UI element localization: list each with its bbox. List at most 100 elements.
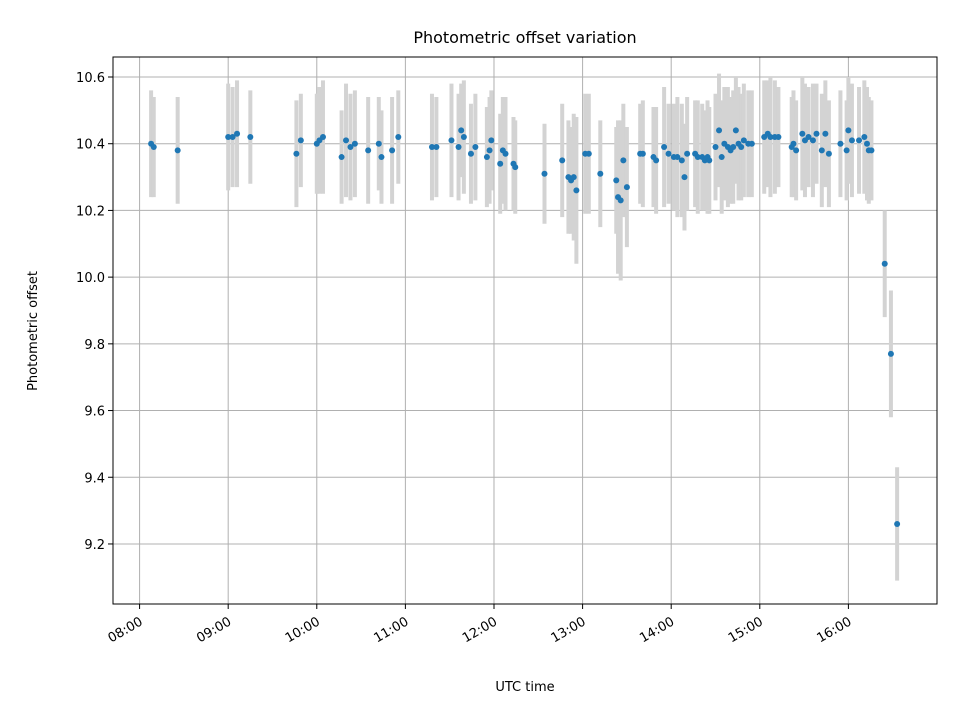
data-point — [799, 130, 806, 137]
data-point — [718, 154, 725, 161]
data-point — [613, 177, 620, 184]
data-point — [623, 184, 630, 191]
data-point — [460, 134, 467, 141]
x-tick-label: 11:00 — [371, 614, 411, 646]
data-point — [732, 127, 739, 134]
x-tick-label: 15:00 — [726, 614, 766, 646]
data-point — [716, 127, 723, 134]
data-point — [225, 134, 232, 141]
data-point — [681, 174, 688, 181]
x-axis-label: UTC time — [495, 680, 554, 695]
data-point — [894, 520, 901, 527]
data-point — [472, 144, 479, 151]
x-tick-label: 10:00 — [283, 614, 323, 646]
y-tick-label: 9.4 — [84, 471, 105, 486]
data-point — [661, 144, 668, 151]
x-tick-label: 09:00 — [194, 614, 234, 646]
data-point — [389, 147, 396, 154]
data-point — [738, 144, 745, 151]
data-point — [694, 154, 701, 161]
x-tick-label: 12:00 — [460, 614, 500, 646]
data-point — [488, 137, 495, 144]
data-point — [293, 150, 300, 157]
gridlines — [113, 57, 937, 604]
data-point — [868, 147, 875, 154]
data-point — [458, 127, 465, 134]
data-point — [748, 140, 755, 147]
data-point — [573, 187, 580, 194]
data-point — [375, 140, 382, 147]
data-point — [365, 147, 372, 154]
data-point — [319, 134, 326, 141]
data-point — [512, 164, 519, 171]
data-point — [665, 150, 672, 157]
data-point — [483, 154, 490, 161]
y-tick-label: 10.0 — [76, 271, 105, 286]
chart-title: Photometric offset variation — [413, 28, 636, 47]
data-point — [455, 144, 462, 151]
data-point — [597, 170, 604, 177]
data-point — [793, 147, 800, 154]
x-tick-label: 13:00 — [549, 614, 589, 646]
data-point — [570, 174, 577, 181]
data-points — [148, 127, 901, 527]
data-point — [297, 137, 304, 144]
error-bars — [149, 73, 900, 581]
data-point — [775, 134, 782, 141]
x-tick-label: 16:00 — [814, 614, 854, 646]
data-point — [150, 144, 157, 151]
data-point — [730, 144, 737, 151]
data-point — [541, 170, 548, 177]
x-axis-ticks: 08:00 09:00 10:00 11:00 12:00 13:00 14:00 15:00… — [106, 604, 854, 646]
data-point — [174, 147, 181, 154]
data-point — [848, 137, 855, 144]
data-point — [861, 134, 868, 141]
data-point — [502, 150, 509, 157]
data-point — [740, 137, 747, 144]
data-point — [433, 144, 440, 151]
data-point — [351, 140, 358, 147]
data-point — [674, 154, 681, 161]
data-point — [653, 157, 660, 164]
data-point — [497, 160, 504, 167]
data-point — [234, 130, 241, 137]
data-point — [712, 144, 719, 151]
data-point — [790, 140, 797, 147]
data-point — [585, 150, 592, 157]
data-point — [809, 137, 816, 144]
y-tick-label: 9.6 — [84, 405, 105, 420]
data-point — [706, 157, 713, 164]
data-point — [559, 157, 566, 164]
y-tick-label: 9.2 — [84, 538, 105, 553]
y-tick-label: 9.8 — [84, 338, 105, 353]
data-point — [395, 134, 402, 141]
data-point — [684, 150, 691, 157]
data-point — [856, 137, 863, 144]
data-point — [805, 134, 812, 141]
data-point — [639, 150, 646, 157]
x-tick-label: 14:00 — [637, 614, 677, 646]
data-point — [343, 137, 350, 144]
data-point — [229, 134, 236, 141]
y-axis-ticks: 9.2 9.4 9.6 9.8 10.0 10.2 10.4 10.6 — [76, 71, 113, 553]
data-point — [467, 150, 474, 157]
data-point — [378, 154, 385, 161]
data-point — [843, 147, 850, 154]
y-tick-label: 10.6 — [76, 71, 105, 86]
data-point — [486, 147, 493, 154]
data-point — [620, 157, 627, 164]
data-point — [818, 147, 825, 154]
data-point — [247, 134, 254, 141]
data-point — [448, 137, 455, 144]
y-axis-label: Photometric offset — [26, 271, 41, 391]
data-point — [428, 144, 435, 151]
y-tick-label: 10.4 — [76, 138, 105, 153]
x-tick-label: 08:00 — [106, 614, 146, 646]
data-point — [881, 260, 888, 267]
plot-frame — [112, 56, 938, 605]
y-tick-label: 10.2 — [76, 204, 105, 219]
data-point — [678, 157, 685, 164]
data-point — [845, 127, 852, 134]
data-point — [864, 140, 871, 147]
